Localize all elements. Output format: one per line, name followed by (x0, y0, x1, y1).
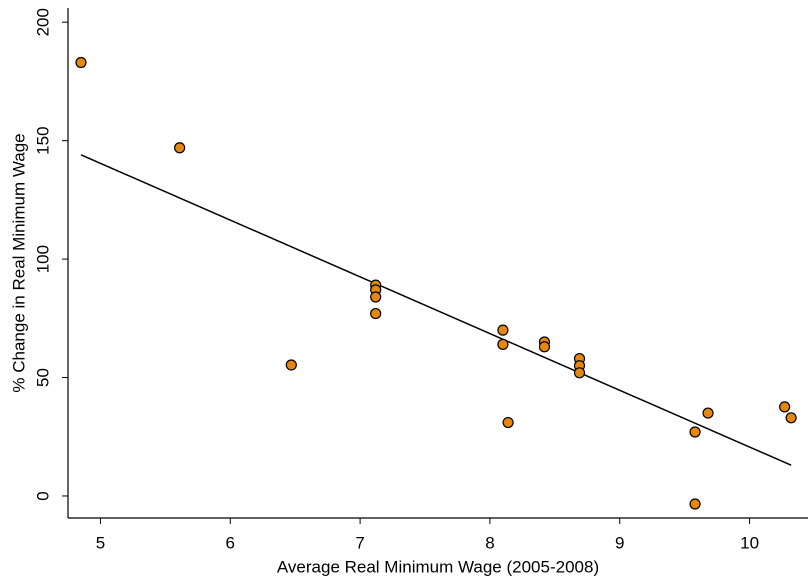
point (174, 142, 186, 154)
x-axis-title: Average Real Minimum Wage (2005-2008) (277, 557, 599, 576)
point (538, 341, 551, 353)
point (497, 338, 509, 350)
x-tick-label: 6 (226, 533, 235, 552)
point (370, 291, 382, 303)
point (370, 307, 382, 320)
point (689, 498, 701, 510)
y-axis-title: % Change in Real Minimum Wage (9, 133, 28, 392)
y-tick-label: 50 (33, 368, 52, 387)
point (702, 407, 714, 419)
point (285, 359, 297, 371)
x-tick-label: 8 (485, 533, 494, 552)
point (497, 324, 509, 336)
y-tick-label: 100 (33, 245, 52, 273)
point (779, 401, 791, 413)
point (689, 426, 701, 438)
x-tick-label: 5 (96, 533, 105, 552)
point (785, 412, 797, 424)
y-tick-label: 0 (33, 491, 52, 500)
x-tick-label: 9 (615, 533, 624, 552)
y-tick-label: 200 (33, 8, 52, 36)
point (573, 367, 586, 379)
x-tick-label: 10 (740, 533, 759, 552)
point (75, 56, 87, 69)
x-tick-label: 7 (355, 533, 364, 552)
point (502, 416, 514, 429)
y-tick-label: 150 (33, 126, 52, 154)
fit-line (80, 154, 792, 466)
